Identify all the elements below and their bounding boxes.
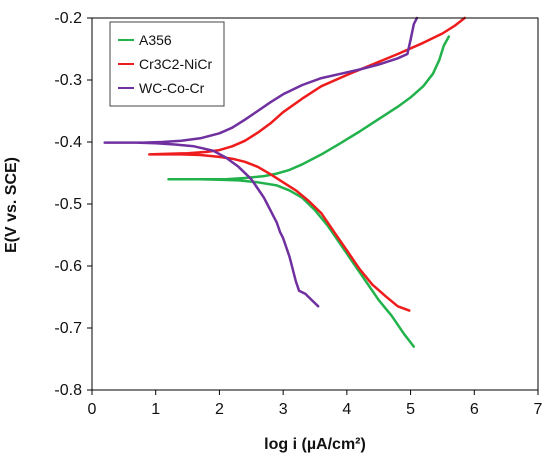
x-tick-label: 4 [342,401,351,418]
y-tick-label: -0.6 [54,258,82,275]
y-axis-title: E(V vs. SCE) [3,157,20,253]
ticks-layer: 0 1 2 3 4 5 6 7 -0.8 -0.7 -0.6 -0.5 -0.4 -0.3 -0.2 [54,10,542,418]
legend: A356 Cr3C2-NiCr WC-Co-Cr [109,21,225,107]
x-tick-label: 0 [88,401,97,418]
y-tick-label: -0.5 [54,196,82,213]
y-tick-label: -0.3 [54,72,82,89]
legend-label-a356: A356 [139,32,172,48]
series-line-cr3c2-nicr [148,16,466,312]
plot-border [91,17,539,391]
x-tick-label: 1 [151,401,160,418]
series-layer [103,16,466,348]
x-tick-label: 5 [406,401,415,418]
y-tick-label: -0.8 [54,382,82,399]
x-axis-title: log i (µA/cm²) [264,436,366,453]
legend-label-cr3c2-nicr: Cr3C2-NiCr [139,56,212,72]
x-tick-label: 2 [215,401,224,418]
y-tick-label: -0.4 [54,134,82,151]
series-line-wc-co-cr [103,16,419,308]
x-tick-label: 6 [470,401,479,418]
x-tick-label: 7 [534,401,543,418]
legend-label-wc-co-cr: WC-Co-Cr [139,80,205,96]
x-tick-label: 3 [279,401,288,418]
y-tick-label: -0.2 [54,10,82,27]
y-tick-label: -0.7 [54,320,82,337]
series-line-a356 [167,35,451,348]
